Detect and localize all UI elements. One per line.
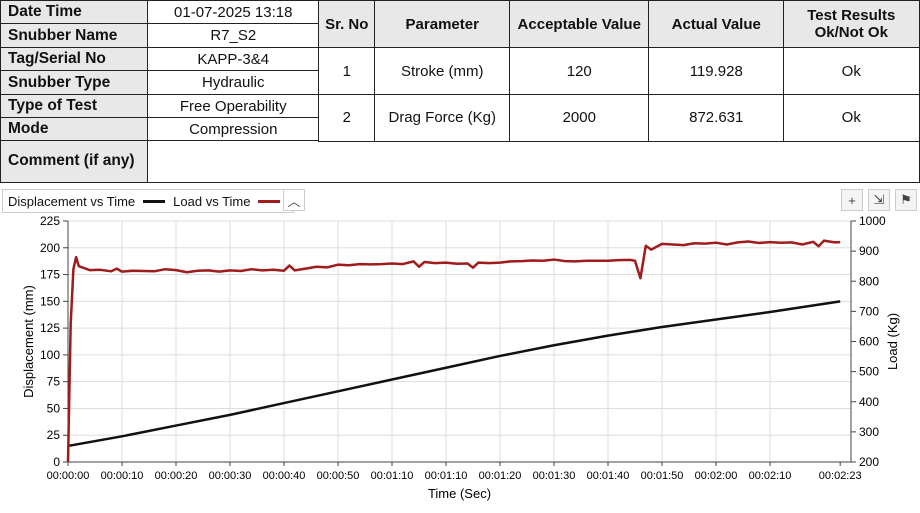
y-tick-label: 50	[47, 401, 61, 415]
x-tick-label: 00:01:50	[641, 470, 684, 482]
info-label: Tag/Serial No	[0, 47, 149, 72]
y2-tick-label: 600	[859, 335, 879, 349]
y2-axis-label: Load (Kg)	[885, 313, 900, 370]
y-axis-label: Displacement (mm)	[21, 285, 36, 398]
x-tick-label: 00:00:20	[155, 470, 198, 482]
legend-displacement[interactable]: Displacement vs Time	[8, 193, 136, 209]
info-value: 01-07-2025 13:18	[147, 0, 320, 25]
y-tick-label: 150	[40, 294, 60, 308]
comment-label: Comment (if any)	[0, 140, 149, 183]
x-tick-label: 00:00:50	[317, 470, 360, 482]
results-cell-parameter: Stroke (mm)	[374, 47, 511, 96]
x-tick-label: 00:01:10	[425, 470, 468, 482]
info-label: Mode	[0, 117, 149, 142]
y2-tick-label: 800	[859, 274, 879, 288]
y-tick-label: 100	[40, 348, 60, 362]
y2-tick-label: 500	[859, 365, 879, 379]
x-tick-label: 00:02:00	[695, 470, 738, 482]
y-tick-label: 175	[40, 268, 60, 282]
info-label: Type of Test	[0, 94, 149, 119]
results-cell-sr: 2	[318, 94, 376, 142]
y2-tick-label: 200	[859, 455, 879, 469]
y2-tick-label: 700	[859, 304, 879, 318]
results-cell-parameter: Drag Force (Kg)	[374, 94, 511, 142]
results-cell-result: Ok	[783, 47, 920, 96]
y-tick-label: 225	[40, 214, 60, 228]
results-header: Test Results Ok/Not Ok	[783, 0, 920, 49]
series-load-line	[66, 239, 841, 463]
x-tick-label: 00:01:20	[479, 470, 522, 482]
x-tick-label: 00:00:00	[47, 470, 90, 482]
results-header: Parameter	[374, 0, 511, 49]
legend-displacement-swatch	[143, 199, 166, 203]
x-tick-label: 00:02:23	[819, 470, 862, 482]
y-tick-label: 200	[40, 241, 60, 255]
y-tick-label: 25	[47, 428, 61, 442]
crosshair-icon[interactable]: +	[841, 189, 863, 211]
results-cell-actual: 872.631	[648, 94, 785, 142]
x-tick-label: 00:02:10	[749, 470, 792, 482]
y2-tick-label: 900	[859, 244, 879, 258]
x-tick-label: 00:00:40	[263, 470, 306, 482]
legend-load-swatch	[258, 199, 281, 203]
legend-load[interactable]: Load vs Time	[173, 193, 251, 209]
y2-tick-label: 300	[859, 425, 879, 439]
results-cell-actual: 119.928	[648, 47, 785, 96]
y-tick-label: 125	[40, 321, 60, 335]
info-value: Free Operability	[147, 94, 320, 119]
info-value: R7_S2	[147, 23, 320, 49]
results-header: Actual Value	[648, 0, 785, 49]
x-axis-label: Time (Sec)	[428, 486, 491, 501]
info-value: Compression	[147, 117, 320, 142]
info-label: Snubber Name	[0, 23, 149, 49]
info-value: Hydraulic	[147, 70, 320, 96]
x-tick-label: 00:00:10	[101, 470, 144, 482]
info-label: Date Time	[0, 0, 149, 25]
x-tick-label: 00:01:10	[371, 470, 414, 482]
results-header: Acceptable Value	[509, 0, 650, 49]
comment-field[interactable]	[147, 140, 920, 183]
series-displacement-line	[67, 300, 841, 448]
results-cell-acceptable: 120	[509, 47, 650, 96]
info-value: KAPP-3&4	[147, 47, 320, 72]
x-tick-label: 00:01:30	[533, 470, 576, 482]
results-cell-result: Ok	[783, 94, 920, 142]
chart-legend: Displacement vs Time Load vs Time	[2, 189, 295, 213]
y-tick-label: 0	[53, 455, 60, 469]
zoom-select-icon[interactable]: ⇲	[868, 189, 890, 211]
y2-tick-label: 1000	[859, 214, 886, 228]
results-cell-sr: 1	[318, 47, 376, 96]
chevron-up-icon[interactable]: ︿	[283, 189, 305, 211]
x-tick-label: 00:00:30	[209, 470, 252, 482]
results-header: Sr. No	[318, 0, 376, 49]
y-tick-label: 75	[47, 375, 61, 389]
y2-tick-label: 400	[859, 395, 879, 409]
x-tick-label: 00:01:40	[587, 470, 630, 482]
pan-icon[interactable]: ⚑	[895, 189, 917, 211]
results-cell-acceptable: 2000	[509, 94, 650, 142]
info-label: Snubber Type	[0, 70, 149, 96]
